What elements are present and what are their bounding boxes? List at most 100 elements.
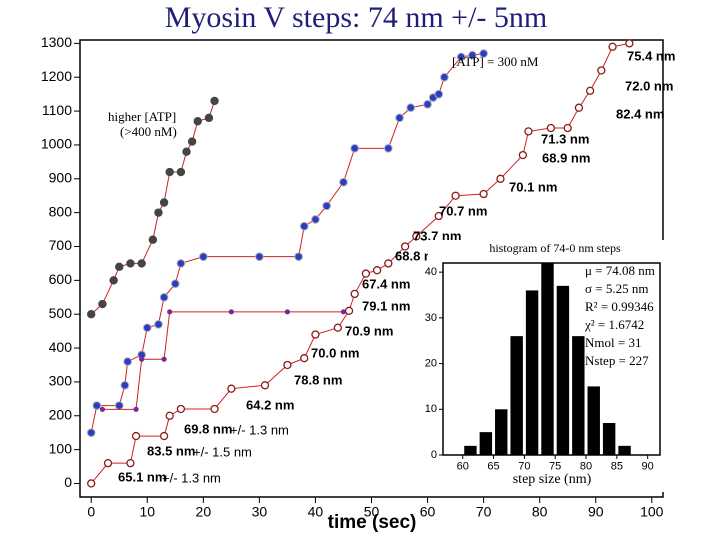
data-point [608, 42, 617, 51]
y-tick-label: 1000 [41, 136, 72, 152]
annotation: 72.0 nm [625, 78, 673, 93]
y-tick-label: 300 [49, 373, 73, 389]
annotation: 78.8 nm [294, 372, 342, 387]
data-point [300, 354, 309, 363]
data-point [92, 401, 102, 410]
data-point [176, 404, 186, 414]
data-point [167, 309, 173, 315]
data-point [170, 279, 180, 289]
data-point [284, 309, 291, 315]
y-tick-label: 800 [49, 203, 73, 219]
y-tick-label: 900 [49, 169, 73, 185]
x-tick-label: 70 [518, 461, 530, 473]
data-point [384, 259, 393, 268]
data-point [131, 431, 141, 441]
x-tick-label: 10 [139, 504, 155, 520]
x-tick-label: 20 [196, 504, 212, 520]
annotation: 71.3 nm [541, 131, 589, 146]
y-tick-label: 100 [49, 440, 73, 456]
annotation: 70.7 nm [439, 203, 487, 218]
x-tick-label: 30 [252, 504, 268, 520]
x-tick-label: 40 [308, 504, 324, 520]
data-point [299, 221, 309, 231]
histogram-bar [618, 445, 631, 455]
data-point [159, 198, 169, 207]
data-point [154, 208, 163, 217]
data-point [109, 276, 118, 285]
annotation: 73.7 nm [413, 228, 461, 243]
fit-statistic: Nstep = 227 [585, 353, 649, 368]
data-point [123, 357, 132, 366]
data-point [139, 356, 145, 362]
annotation: 65.1 nm [118, 469, 166, 484]
trace-line [102, 311, 344, 410]
histogram-bar [541, 263, 554, 455]
trace-line [90, 100, 216, 315]
data-point [333, 323, 343, 332]
data-point [339, 177, 348, 187]
data-point [412, 232, 421, 241]
fit-statistic: Nmol = 31 [585, 335, 641, 350]
y-tick-label: 1100 [42, 102, 72, 118]
y-tick-label: 500 [49, 305, 73, 321]
data-point [344, 306, 354, 315]
annotation: 75.4 nm [627, 48, 675, 63]
annotation: 64.2 nm [246, 397, 294, 412]
data-point [176, 259, 186, 268]
data-point [294, 252, 303, 261]
data-point [103, 458, 113, 468]
annotation: 70.0 nm [311, 345, 359, 360]
data-point [585, 86, 595, 95]
data-point [384, 144, 393, 153]
y-tick-label: 10 [425, 403, 437, 415]
data-point [228, 309, 234, 315]
data-point [255, 252, 264, 261]
data-point [524, 127, 533, 136]
data-point [142, 323, 152, 333]
annotation: [ATP] = 300 nM [452, 54, 539, 69]
data-point [98, 299, 107, 309]
data-point [479, 49, 488, 58]
data-point [86, 428, 96, 437]
x-tick-label: 75 [549, 461, 561, 473]
inset-histogram: 60 65 70 75 80 85 90 0 10 20 30 40 histogram of 74-0… [425, 240, 664, 492]
data-point [361, 269, 371, 278]
data-point [440, 72, 449, 82]
fit-statistic: χ² = 1.6742 [584, 317, 644, 332]
data-point [120, 380, 130, 390]
y-tick-label: 1300 [41, 34, 72, 50]
y-tick-label: 40 [425, 266, 437, 278]
histogram-bar [525, 290, 539, 455]
data-point [260, 381, 270, 390]
data-point [456, 52, 466, 62]
data-point [434, 211, 443, 221]
histogram-bar [479, 432, 493, 455]
data-point [115, 262, 124, 272]
histogram-bar [495, 409, 508, 455]
data-point [204, 113, 214, 123]
x-tick-label: 80 [532, 504, 548, 520]
data-point [165, 167, 174, 177]
data-point [126, 259, 135, 268]
x-tick-label: 60 [457, 461, 469, 473]
data-point [546, 123, 556, 133]
annotation: 82.4 nm [616, 106, 664, 121]
annotation: +/- 1.3 nm [230, 422, 289, 437]
data-point [322, 201, 331, 211]
histogram-bar [556, 285, 570, 455]
y-tick-label: 400 [49, 339, 73, 355]
inset-title: histogram of 74-0 nm steps [489, 241, 621, 255]
data-point [161, 356, 167, 362]
data-point [114, 401, 124, 410]
data-point [350, 144, 359, 153]
data-point [148, 235, 158, 244]
histogram-bar [464, 445, 477, 455]
histogram-bar [587, 386, 600, 455]
data-point [176, 167, 186, 177]
y-tick-label: 600 [49, 271, 73, 287]
annotation: 79.1 nm [362, 298, 410, 313]
x-tick-label: 70 [476, 504, 492, 520]
x-tick-label: 85 [611, 461, 623, 473]
x-tick-label: 80 [580, 461, 592, 473]
